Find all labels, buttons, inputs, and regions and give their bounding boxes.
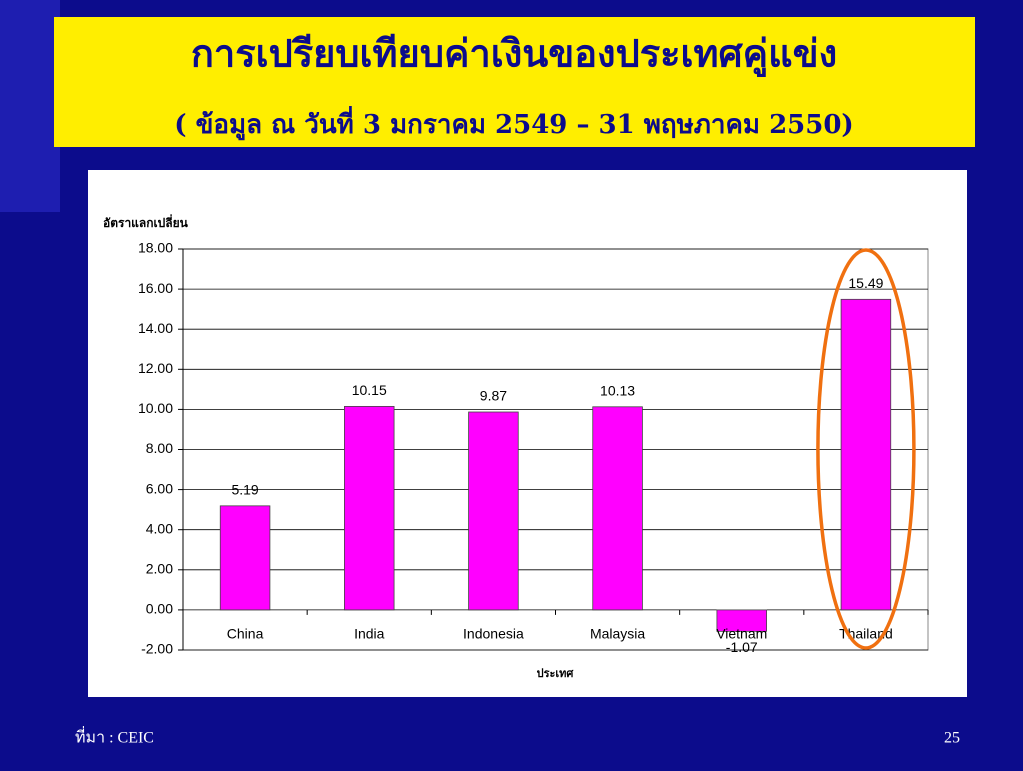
highlight-ellipse [816,248,916,650]
x-tick-label: Vietnam [716,626,767,642]
slide-subtitle: ( ข้อมูล ณ วันที่ 3 มกราคม 2549 – 31 พฤษ… [174,105,853,141]
bar [468,411,519,611]
y-tick-label: 14.00 [138,320,173,336]
x-tick-label: Indonesia [463,626,524,642]
y-tick-label: 18.00 [138,240,173,256]
value-label: 10.15 [352,382,387,398]
source: ที่มา : CEIC [75,726,154,747]
y-tick-label: 2.00 [146,561,173,577]
bar [344,405,395,611]
y-tick-label: 12.00 [138,360,173,376]
y-tick-label: 10.00 [138,400,173,416]
y-axis-label: อัตราแลกเปลี่ยน [103,214,189,230]
x-tick-label: India [354,626,385,642]
y-tick-label: 4.00 [146,520,173,536]
y-tick-label: -2.00 [141,641,173,657]
page-number: 25 [944,730,960,747]
bar [219,505,271,611]
x-axis-label: ประเทศ [537,667,575,680]
value-label: 9.87 [480,388,507,404]
x-tick-label: Malaysia [590,626,645,642]
value-label: 10.13 [600,382,635,398]
plot: -2.00 0.00 2.00 4.00 6.00 8.00 10.00 12.00 14.00… [138,240,929,657]
y-tick-label: 8.00 [146,440,173,456]
y-tick-label: 6.00 [146,480,173,496]
y-tick-label: 16.00 [138,280,173,296]
value-label: -1.07 [726,639,758,655]
y-tick-label: 0.00 [146,601,173,617]
slide-title: การเปรียบเทียบค่าเงินของประเทศคู่แข่ง [191,31,837,78]
bar [716,609,767,632]
value-label: 5.19 [231,482,258,498]
accent-block [0,0,60,212]
value-label: 15.49 [848,275,883,291]
x-tick-label: China [227,626,264,642]
bar [592,406,643,611]
bar [840,298,892,611]
title-box [54,17,975,147]
